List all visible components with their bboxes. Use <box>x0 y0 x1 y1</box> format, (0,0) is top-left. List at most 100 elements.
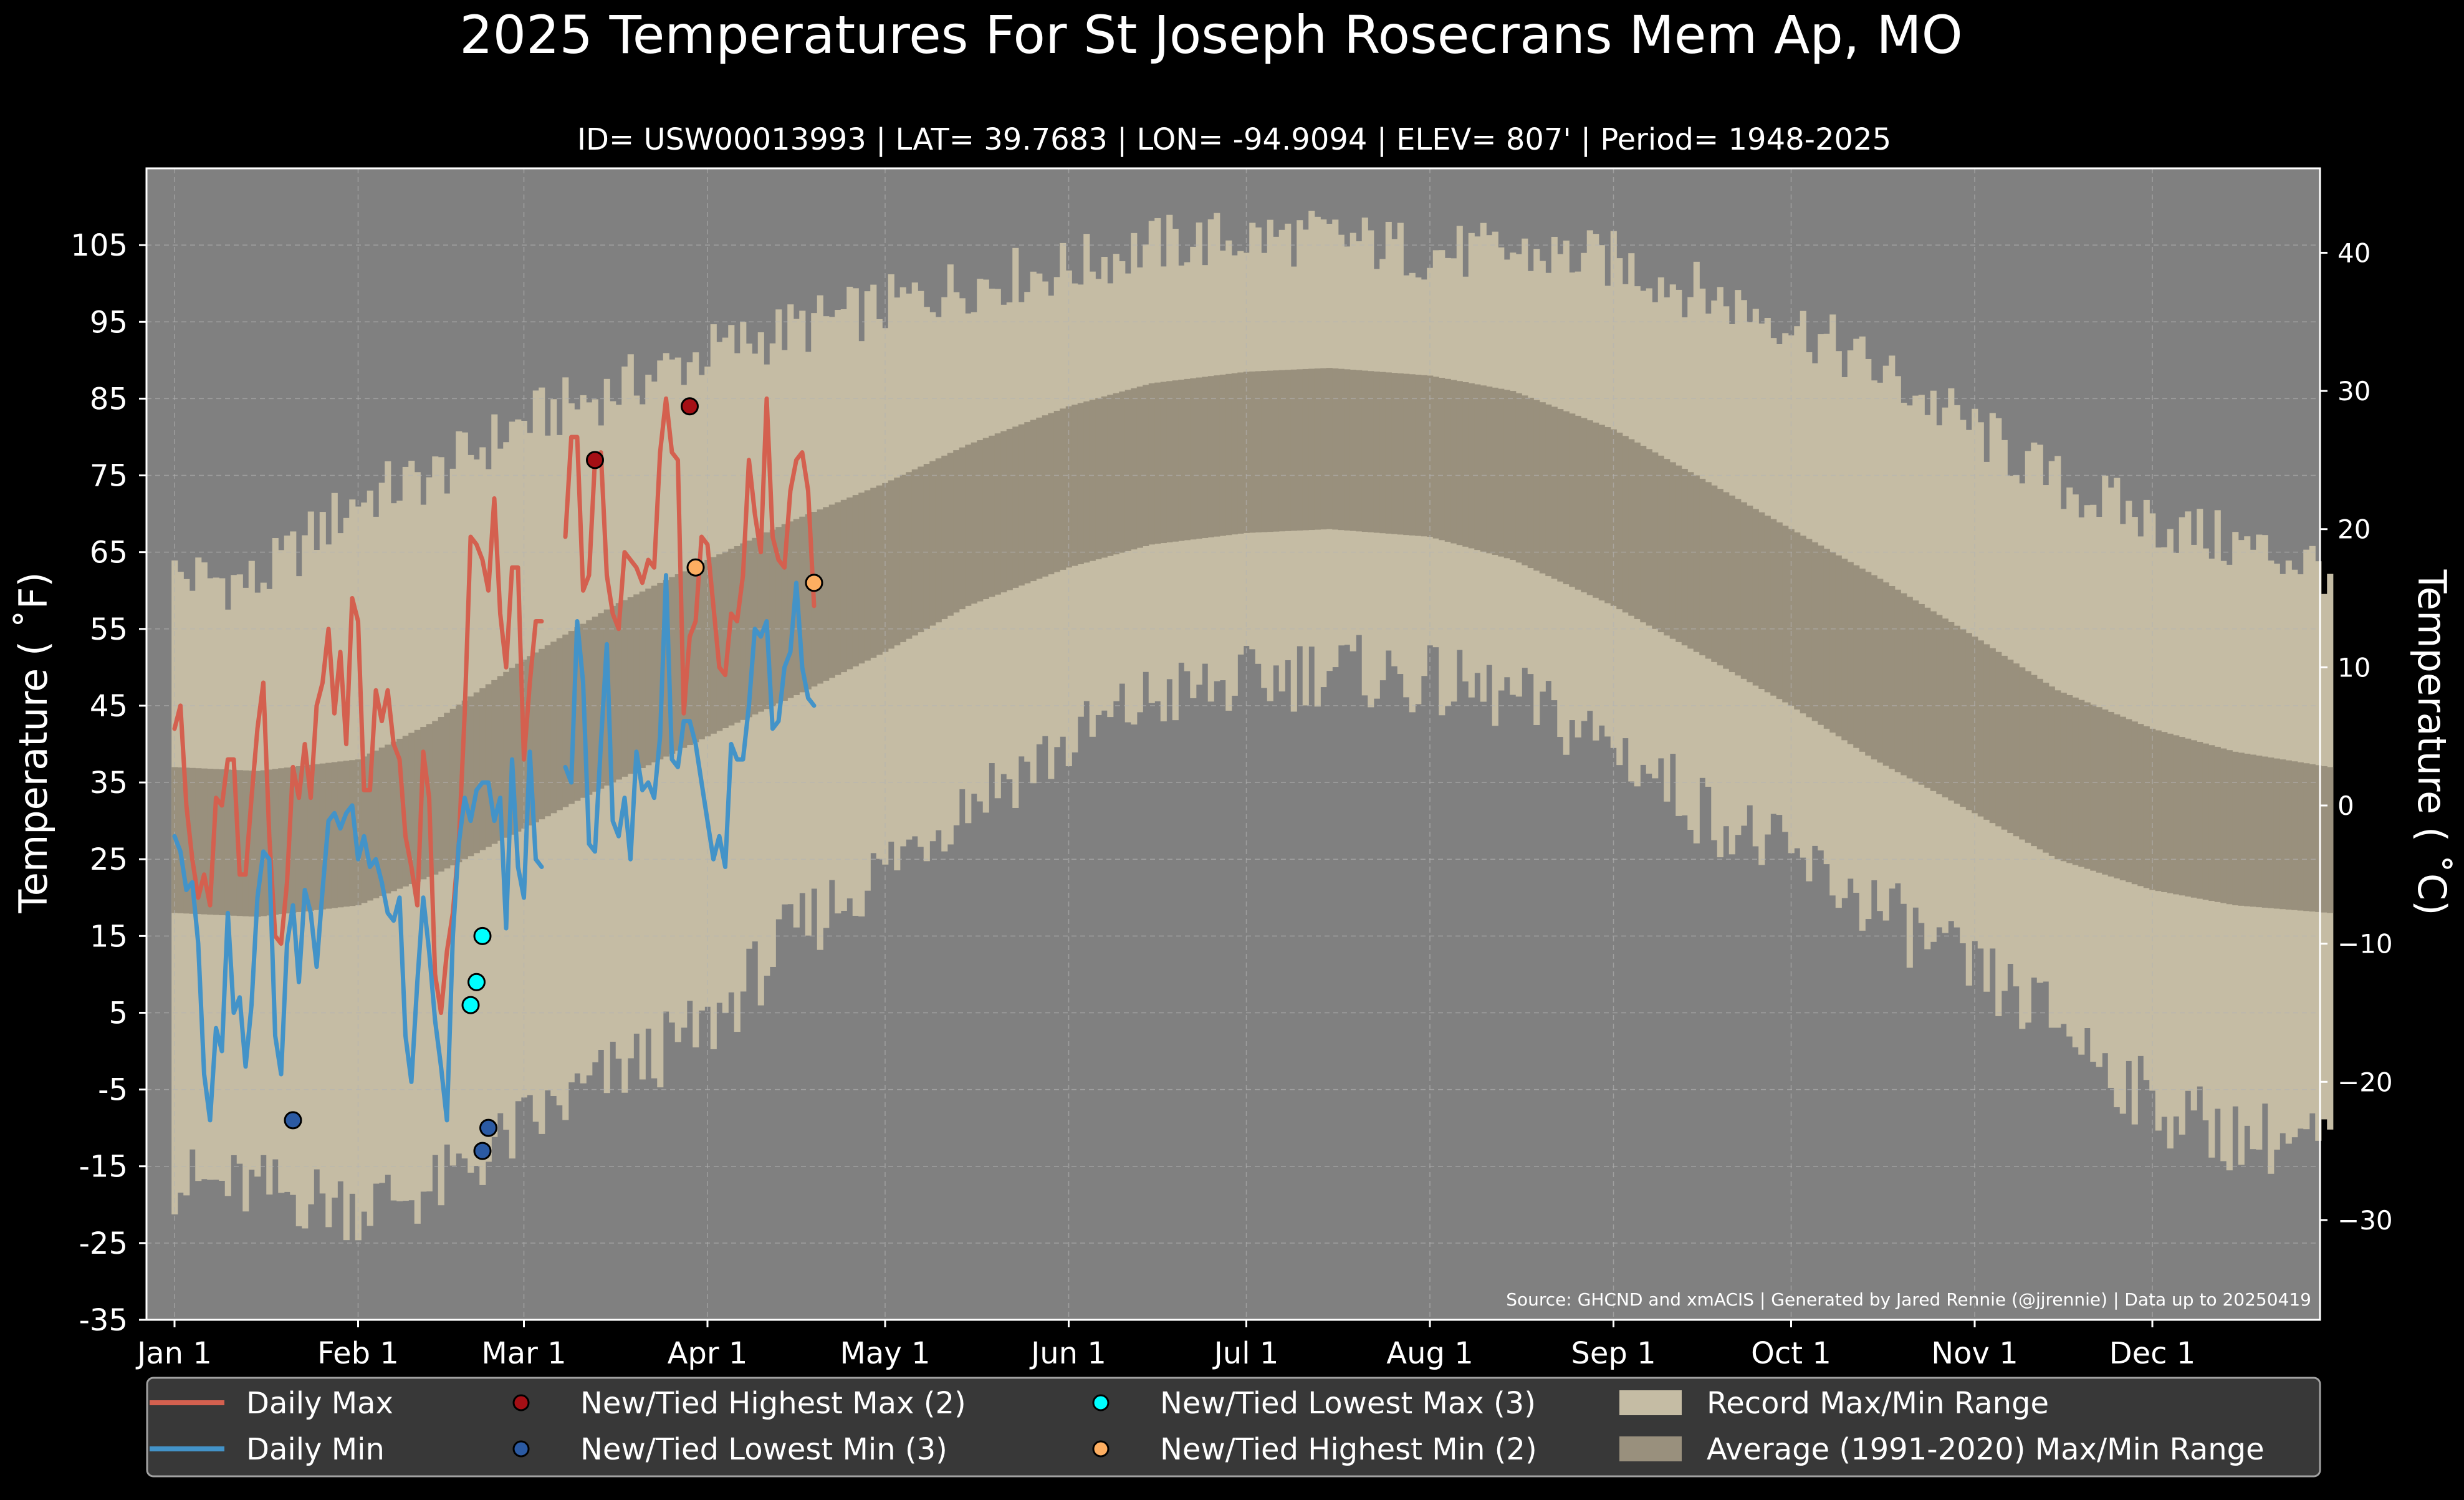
normal-range-bar <box>1735 499 1742 676</box>
normal-range-bar <box>1640 446 1647 623</box>
normal-range-bar <box>491 680 498 844</box>
normal-range-bar <box>1468 383 1475 549</box>
normal-range-bar <box>2327 767 2334 913</box>
normal-range-bar <box>497 676 504 841</box>
normal-range-bar <box>373 750 380 898</box>
normal-range-bar <box>343 761 350 907</box>
normal-range-bar <box>846 497 853 670</box>
normal-range-bar <box>1794 532 1801 710</box>
legend: Daily Max Daily Min New/Tied Highest Max (… <box>146 1377 2321 1478</box>
normal-range-bar <box>1865 572 1872 756</box>
normal-range-bar <box>1527 397 1534 569</box>
normal-range-bar <box>1042 415 1048 577</box>
normal-range-bar <box>1818 546 1824 725</box>
normal-range-bar <box>2072 697 2079 865</box>
normal-range-bar <box>1770 519 1777 696</box>
normal-range-bar <box>1942 618 1949 797</box>
daily-min-line <box>172 573 817 1123</box>
normal-range-bar <box>213 769 219 915</box>
normal-range-bar <box>1752 509 1759 686</box>
y2-tick-label: 10 <box>2337 652 2371 683</box>
normal-range-bar <box>414 729 421 882</box>
normal-range-bar <box>947 453 954 616</box>
x-tick-label: Oct 1 <box>1751 1336 1831 1371</box>
normal-range-bar <box>1006 428 1013 590</box>
x-tick-label: Jul 1 <box>1212 1336 1279 1371</box>
normal-range-bar <box>852 495 859 666</box>
normal-range-bar <box>899 474 906 642</box>
normal-range-bar <box>2031 675 2038 847</box>
normal-range-bar <box>876 485 883 655</box>
normal-range-bar <box>1486 387 1493 554</box>
normal-range-bar <box>378 748 385 896</box>
y-tick-label: -25 <box>79 1226 128 1261</box>
normal-range-bar <box>1427 375 1434 537</box>
normal-range-bar <box>2291 761 2298 910</box>
y2-tick-label: 40 <box>2337 238 2371 268</box>
normal-range-bar <box>906 472 913 639</box>
normal-range-bar <box>615 603 622 780</box>
normal-range-bar <box>479 688 486 850</box>
normal-range-bar <box>645 589 652 766</box>
normal-range-bar <box>994 433 1001 595</box>
y2-tick-label: 20 <box>2337 514 2371 545</box>
normal-range-bar <box>704 559 711 737</box>
normal-range-bar <box>2043 682 2049 853</box>
normal-range-bar <box>1551 406 1558 579</box>
new-low-min-marker <box>473 1142 492 1160</box>
normal-range-bar <box>1444 378 1451 542</box>
normal-range-bar <box>1403 373 1410 536</box>
legend-label: New/Tied Highest Max (2) <box>580 1386 966 1421</box>
normal-range-bar <box>840 499 847 673</box>
normal-range-bar <box>2321 766 2327 913</box>
normal-range-bar <box>1776 522 1783 700</box>
normal-range-bar <box>219 769 226 915</box>
x-tick-label: Sep 1 <box>1571 1336 1656 1371</box>
normal-range-bar <box>485 684 492 847</box>
normal-range-bar <box>1912 600 1919 782</box>
normal-range-bar <box>2090 704 2097 871</box>
normal-range-bar <box>195 768 202 915</box>
normal-range-bar <box>1285 370 1292 531</box>
normal-range-bar <box>1409 374 1416 536</box>
normal-range-bar <box>1847 562 1854 744</box>
normal-range-bar <box>989 435 995 597</box>
normal-range-bar <box>716 554 723 731</box>
new-low-max-marker <box>467 973 486 991</box>
new-high-max-marker <box>681 397 699 416</box>
normal-range-bar <box>1332 368 1339 530</box>
normal-range-bar <box>1089 400 1096 561</box>
normal-range-bar <box>568 631 575 804</box>
normal-range-bar <box>1859 569 1866 752</box>
normal-range-bar <box>1652 452 1659 629</box>
normal-range-bar <box>953 450 960 613</box>
normal-range-bar <box>260 770 267 916</box>
y-tick-label: -15 <box>79 1150 128 1185</box>
legend-marker-swatch <box>512 1394 530 1411</box>
normal-range-bar <box>669 577 676 754</box>
normal-range-bar <box>586 620 593 795</box>
normal-range-bar <box>2220 748 2227 903</box>
normal-range-bar <box>515 663 522 832</box>
normal-range-bar <box>503 671 510 838</box>
normal-range-bar <box>1889 585 1896 769</box>
normal-range-bar <box>349 760 356 906</box>
normal-range-bar <box>1196 377 1202 539</box>
y2-tick-label: 0 <box>2337 791 2354 821</box>
y2-tick-label: −30 <box>2337 1205 2393 1236</box>
normal-range-bar <box>2126 719 2132 883</box>
normal-range-bar <box>1604 427 1611 603</box>
normal-range-bar <box>1202 377 1209 538</box>
normal-range-bar <box>775 527 782 704</box>
normal-range-bar <box>1320 368 1327 530</box>
normal-range-bar <box>231 769 237 916</box>
normal-range-bar <box>1349 370 1356 531</box>
normal-range-bar <box>390 741 397 892</box>
normal-range-bar <box>2107 711 2114 877</box>
normal-range-bar <box>781 524 788 701</box>
normal-range-bar <box>1882 582 1889 766</box>
normal-range-bar <box>432 721 439 875</box>
normal-range-bar <box>1225 373 1232 536</box>
normal-range-bar <box>929 461 936 626</box>
y-tick-label: 45 <box>90 689 128 724</box>
